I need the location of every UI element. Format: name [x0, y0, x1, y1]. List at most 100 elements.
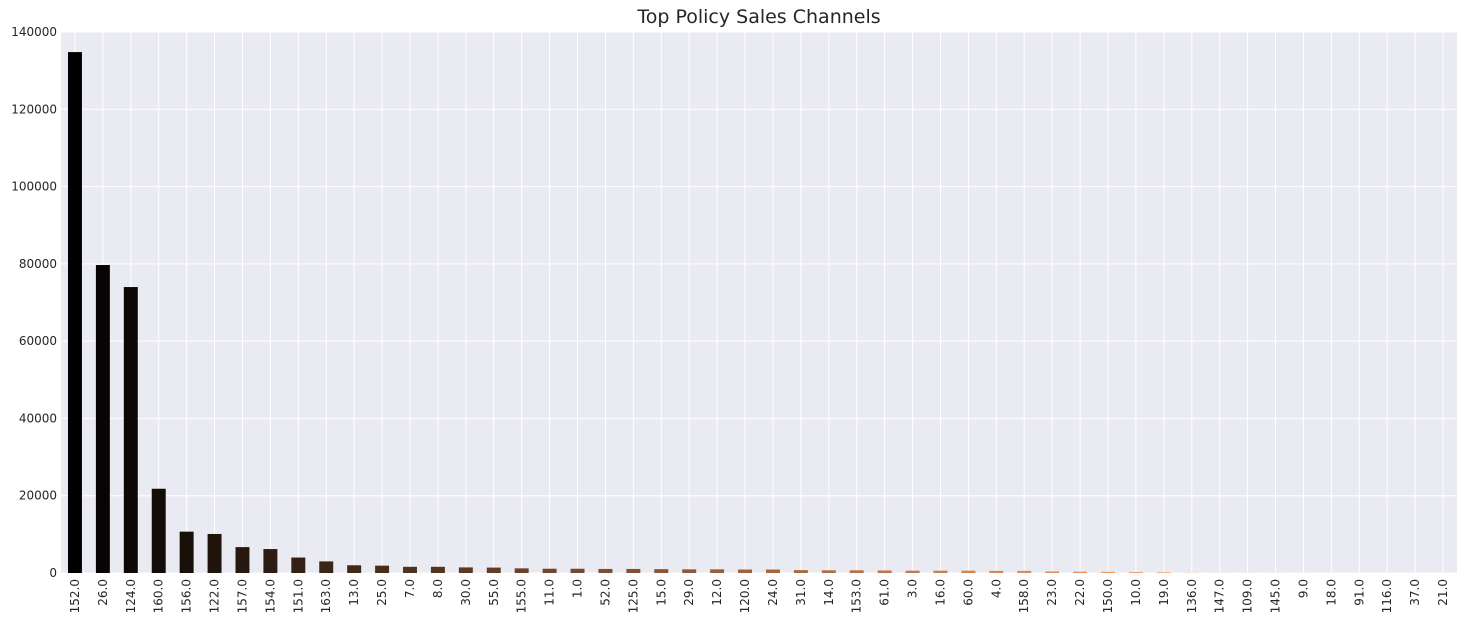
- x-tick-label: 15.0: [654, 579, 668, 606]
- x-tick-label: 163.0: [319, 579, 333, 613]
- x-tick-label: 1.0: [571, 579, 585, 598]
- bar-30.0: [458, 567, 473, 573]
- x-tick-label: 60.0: [961, 579, 975, 606]
- x-tick-label: 147.0: [1213, 579, 1227, 613]
- bar-153.0: [849, 570, 864, 573]
- bar-24.0: [765, 569, 780, 573]
- y-tick-label: 0: [49, 566, 57, 580]
- x-tick-label: 8.0: [431, 579, 445, 598]
- bar-3.0: [905, 570, 920, 573]
- x-tick-label: 109.0: [1241, 579, 1255, 613]
- bar-163.0: [319, 561, 334, 573]
- bar-151.0: [291, 557, 306, 573]
- x-tick-label: 19.0: [1157, 579, 1171, 606]
- x-tick-label: 156.0: [180, 579, 194, 613]
- x-tick-label: 136.0: [1185, 579, 1199, 613]
- x-tick-label: 13.0: [347, 579, 361, 606]
- x-tick-label: 153.0: [850, 579, 864, 613]
- bar-13.0: [347, 565, 362, 573]
- x-tick-label: 12.0: [710, 579, 724, 606]
- bar-157.0: [235, 547, 250, 573]
- bar-31.0: [793, 570, 808, 573]
- bar-11.0: [542, 568, 557, 573]
- x-tick-label: 25.0: [375, 579, 389, 606]
- x-tick-label: 3.0: [906, 579, 920, 598]
- x-tick-label: 16.0: [933, 579, 947, 606]
- bar-15.0: [654, 569, 669, 573]
- bar-10.0: [1128, 572, 1143, 573]
- bar-55.0: [486, 567, 501, 573]
- x-tick-label: 122.0: [208, 579, 222, 613]
- y-tick-label: 40000: [19, 411, 57, 425]
- x-tick-label: 150.0: [1101, 579, 1115, 613]
- x-tick-label: 26.0: [96, 579, 110, 606]
- bar-120.0: [738, 569, 753, 573]
- x-tick-label: 157.0: [235, 579, 249, 613]
- chart-title: Top Policy Sales Channels: [637, 6, 881, 28]
- bar-60.0: [961, 570, 976, 573]
- x-tick-label: 91.0: [1352, 579, 1366, 606]
- bar-23.0: [1045, 571, 1060, 573]
- x-tick-label: 31.0: [794, 579, 808, 606]
- x-tick-label: 154.0: [263, 579, 277, 613]
- bar-160.0: [151, 488, 166, 573]
- bar-52.0: [598, 568, 613, 573]
- bar-19.0: [1156, 572, 1171, 573]
- bar-152.0: [67, 52, 82, 573]
- bar-14.0: [821, 570, 836, 573]
- y-tick-label: 120000: [11, 102, 57, 116]
- bar-122.0: [207, 533, 222, 573]
- bar-8.0: [430, 566, 445, 573]
- x-tick-label: 158.0: [1017, 579, 1031, 613]
- x-tick-label: 52.0: [598, 579, 612, 606]
- bar-150.0: [1101, 571, 1115, 573]
- bar-154.0: [263, 549, 278, 573]
- x-tick-label: 29.0: [682, 579, 696, 606]
- bar-158.0: [1017, 570, 1032, 573]
- x-tick-label: 125.0: [626, 579, 640, 613]
- x-tick-label: 14.0: [822, 579, 836, 606]
- y-tick-label: 80000: [19, 257, 57, 271]
- x-tick-label: 37.0: [1408, 579, 1422, 606]
- x-tick-label: 22.0: [1073, 579, 1087, 606]
- y-tick-label: 100000: [11, 180, 57, 194]
- y-tick-label: 20000: [19, 489, 57, 503]
- bar-4.0: [989, 570, 1004, 573]
- x-tick-label: 4.0: [989, 579, 1003, 598]
- bar-156.0: [179, 531, 194, 573]
- bar-29.0: [682, 569, 697, 573]
- bar-7.0: [403, 566, 417, 573]
- bar-26.0: [95, 265, 110, 573]
- bar-16.0: [933, 570, 948, 573]
- x-tick-label: 151.0: [291, 579, 305, 613]
- x-tick-label: 116.0: [1380, 579, 1394, 613]
- bar-124.0: [123, 287, 138, 573]
- bar-1.0: [570, 568, 585, 573]
- x-tick-label: 23.0: [1045, 579, 1059, 606]
- bar-61.0: [877, 570, 892, 573]
- x-tick-label: 55.0: [487, 579, 501, 606]
- x-tick-label: 21.0: [1436, 579, 1450, 606]
- x-tick-label: 61.0: [878, 579, 892, 606]
- y-tick-label: 140000: [11, 25, 57, 39]
- x-tick-label: 155.0: [515, 579, 529, 613]
- x-tick-label: 11.0: [543, 579, 557, 606]
- x-tick-label: 7.0: [403, 579, 417, 598]
- x-tick-label: 30.0: [459, 579, 473, 606]
- x-tick-label: 9.0: [1296, 579, 1310, 598]
- x-tick-label: 145.0: [1269, 579, 1283, 613]
- bar-22.0: [1073, 571, 1088, 573]
- bar-155.0: [514, 568, 529, 573]
- x-tick-label: 124.0: [124, 579, 138, 613]
- x-tick-label: 24.0: [766, 579, 780, 606]
- x-tick-label: 160.0: [152, 579, 166, 613]
- x-tick-label: 18.0: [1324, 579, 1338, 606]
- bar-125.0: [626, 568, 641, 573]
- plot-background: [61, 32, 1457, 573]
- x-tick-label: 10.0: [1129, 579, 1143, 606]
- x-tick-label: 120.0: [738, 579, 752, 613]
- y-tick-label: 60000: [19, 334, 57, 348]
- bar-25.0: [375, 565, 390, 573]
